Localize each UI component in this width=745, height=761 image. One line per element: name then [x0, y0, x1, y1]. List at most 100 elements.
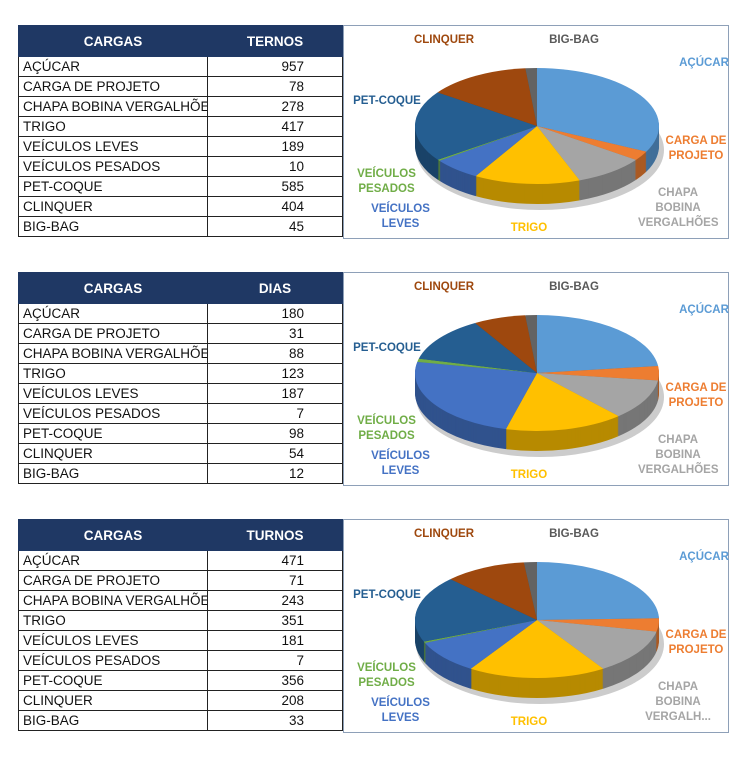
table-row: PET-COQUE 98: [18, 423, 343, 444]
cargo-value: 417: [207, 116, 343, 137]
cargo-value: 351: [207, 610, 343, 631]
pie-slice: [415, 92, 537, 160]
cargo-value: 33: [207, 710, 343, 731]
cargo-name: CHAPA BOBINA VERGALHÕE: [18, 590, 208, 611]
cargo-value: 356: [207, 670, 343, 691]
pie-label: TRIGO: [510, 716, 548, 728]
pie-label: BIG-BAG: [549, 281, 599, 293]
pie-slice: [537, 68, 659, 152]
pie-chart: AÇÚCAR CARGA DE PROJETO CHAPA BOBINA VERGA…: [343, 519, 729, 733]
cargo-value: 404: [207, 196, 343, 217]
table-row: PET-COQUE 585: [18, 176, 343, 197]
header-value: TURNOS: [207, 519, 343, 551]
cargo-name: AÇÚCAR: [18, 303, 208, 324]
pie-slice: [537, 373, 658, 417]
table-row: CHAPA BOBINA VERGALHÕE 278: [18, 96, 343, 117]
table-row: AÇÚCAR 957: [18, 56, 343, 77]
cargo-name: BIG-BAG: [18, 463, 208, 484]
cargo-value: 957: [207, 56, 343, 77]
cargo-value: 187: [207, 383, 343, 404]
pie-slice: [437, 126, 537, 161]
pie-label: AÇÚCAR: [679, 57, 729, 69]
cargo-name: CHAPA BOBINA VERGALHÕE: [18, 343, 208, 364]
cargo-value: 243: [207, 590, 343, 611]
table-row: VEÍCULOS LEVES 181: [18, 630, 343, 651]
pie-slice: [537, 315, 659, 373]
pie-slice: [537, 366, 659, 381]
cargo-value: 471: [207, 550, 343, 571]
pie-label: VEÍCULOS LEVES: [371, 203, 430, 230]
pie-label: CHAPA BOBINA VERGALHÕES: [638, 187, 719, 229]
table-row: BIG-BAG 12: [18, 463, 343, 484]
cargo-value: 278: [207, 96, 343, 117]
pie-slice: [525, 315, 537, 373]
pie-label: TRIGO: [510, 469, 548, 481]
cargo-name: AÇÚCAR: [18, 56, 208, 77]
pie-slice: [537, 620, 657, 669]
cargo-name: TRIGO: [18, 116, 208, 137]
pie-slice: [439, 126, 537, 177]
cargo-value: 7: [207, 650, 343, 671]
cargo-name: TRIGO: [18, 610, 208, 631]
cargo-value: 45: [207, 216, 343, 237]
header-cargas: CARGAS: [18, 25, 208, 57]
table-row: CLINQUER 404: [18, 196, 343, 217]
table-row: VEÍCULOS PESADOS 7: [18, 650, 343, 671]
pie-label: BIG-BAG: [549, 528, 599, 540]
pie-slice: [475, 126, 580, 184]
cargo-value: 71: [207, 570, 343, 591]
pie-slice: [537, 126, 637, 181]
cargo-value: 181: [207, 630, 343, 651]
cargo-name: VEÍCULOS PESADOS: [18, 156, 208, 177]
cargo-value: 31: [207, 323, 343, 344]
chart-block: CARGAS TURNOS AÇÚCAR 471 CARGA DE PROJETO 71…: [18, 519, 729, 733]
pie-slice: [505, 373, 619, 431]
cargo-name: PET-COQUE: [18, 423, 208, 444]
header-cargas: CARGAS: [18, 272, 208, 304]
cargo-value: 7: [207, 403, 343, 424]
cargo-value: 54: [207, 443, 343, 464]
cargo-value: 180: [207, 303, 343, 324]
cargo-value: 88: [207, 343, 343, 364]
pie-label: PET-COQUE: [353, 589, 421, 601]
cargo-name: CHAPA BOBINA VERGALHÕE: [18, 96, 208, 117]
cargo-name: CARGA DE PROJETO: [18, 323, 208, 344]
pie-label: CARGA DE PROJETO: [665, 135, 727, 162]
pie-label: AÇÚCAR: [679, 551, 729, 563]
cargo-name: VEÍCULOS LEVES: [18, 136, 208, 157]
pie-slice: [424, 620, 537, 669]
table-row: VEÍCULOS LEVES 187: [18, 383, 343, 404]
pie-label: CHAPA BOBINA VERGALHÕES: [638, 434, 719, 476]
pie-label: CLINQUER: [413, 34, 475, 46]
cargo-name: CLINQUER: [18, 443, 208, 464]
pie-label: VEÍCULOS LEVES: [371, 697, 430, 724]
cargo-value: 585: [207, 176, 343, 197]
pie-slice: [418, 323, 537, 373]
pie-label: BIG-BAG: [549, 34, 599, 46]
pie-slice: [437, 68, 537, 126]
pie-label: CHAPA BOBINA VERGALH...: [645, 681, 711, 723]
pie-svg: [415, 315, 664, 457]
chart-block: CARGAS DIAS AÇÚCAR 180 CARGA DE PROJETO 31 CH…: [18, 272, 729, 486]
cargo-value: 12: [207, 463, 343, 484]
pie-slice: [537, 618, 659, 632]
cargo-name: CARGA DE PROJETO: [18, 570, 208, 591]
data-table: CARGAS TURNOS AÇÚCAR 471 CARGA DE PROJETO 71…: [18, 519, 343, 731]
cargo-value: 208: [207, 690, 343, 711]
table-row: VEÍCULOS LEVES 189: [18, 136, 343, 157]
cargo-value: 98: [207, 423, 343, 444]
table-row: VEÍCULOS PESADOS 10: [18, 156, 343, 177]
table-row: CARGA DE PROJETO 31: [18, 323, 343, 344]
pie-slice: [470, 620, 604, 678]
cargo-name: PET-COQUE: [18, 670, 208, 691]
cargo-name: VEÍCULOS PESADOS: [18, 650, 208, 671]
cargo-name: CARGA DE PROJETO: [18, 76, 208, 97]
table-row: CLINQUER 208: [18, 690, 343, 711]
pie-label: VEÍCULOS PESADOS: [357, 662, 416, 689]
pie-slice: [475, 315, 537, 373]
pie-label: CLINQUER: [413, 528, 475, 540]
cargo-value: 78: [207, 76, 343, 97]
pie-slice: [537, 562, 659, 620]
cargo-name: TRIGO: [18, 363, 208, 384]
cargo-name: CLINQUER: [18, 690, 208, 711]
